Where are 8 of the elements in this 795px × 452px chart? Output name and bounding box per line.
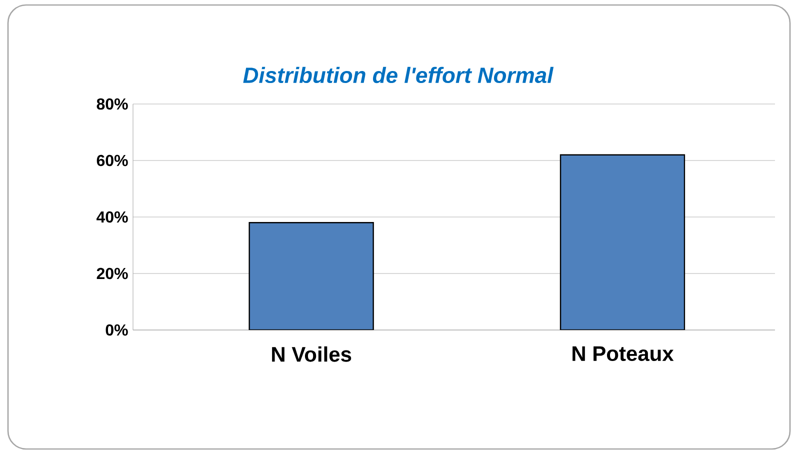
y-tick-label: 0% (106, 324, 128, 336)
x-tick-label: N Poteaux (572, 346, 674, 362)
y-tick-label: 60% (96, 154, 128, 166)
chart-title: Distribution de l'effort Normal (243, 66, 554, 84)
y-tick-label: 40% (96, 211, 128, 223)
y-tick-label: 20% (96, 268, 128, 280)
y-tick-label: 80% (96, 98, 128, 110)
x-tick-label: N Voiles (272, 346, 352, 362)
